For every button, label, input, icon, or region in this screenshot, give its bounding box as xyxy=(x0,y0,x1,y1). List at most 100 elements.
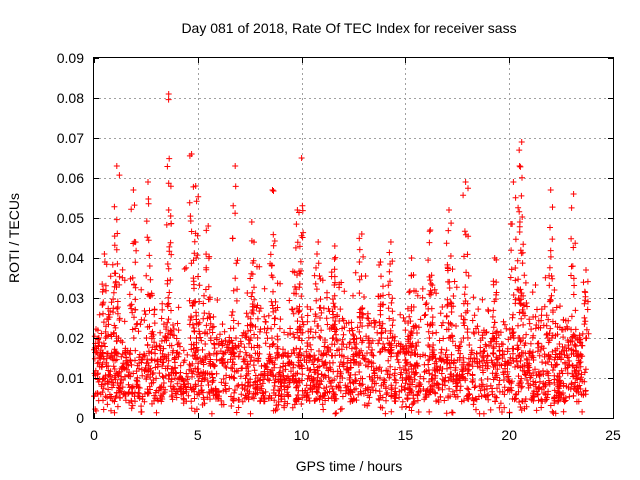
data-point xyxy=(546,264,553,271)
data-point xyxy=(282,377,289,384)
data-point xyxy=(254,334,261,341)
data-point xyxy=(387,363,394,370)
data-point xyxy=(375,395,382,402)
data-point xyxy=(153,342,160,349)
data-point xyxy=(94,360,101,367)
data-point xyxy=(185,392,192,399)
data-point xyxy=(441,377,448,384)
data-point xyxy=(314,251,320,257)
data-point xyxy=(143,272,150,279)
data-point xyxy=(577,363,584,370)
data-point xyxy=(326,360,333,366)
data-point xyxy=(422,301,429,308)
data-point xyxy=(210,323,217,330)
data-point xyxy=(105,386,112,393)
data-point xyxy=(166,155,173,162)
data-point xyxy=(313,313,319,320)
data-point xyxy=(514,346,521,353)
data-point xyxy=(560,334,567,341)
data-point xyxy=(477,387,484,394)
data-point xyxy=(261,368,268,375)
data-point xyxy=(125,389,132,396)
data-point xyxy=(144,356,151,363)
data-point xyxy=(274,280,281,287)
data-point xyxy=(548,335,555,341)
data-point xyxy=(145,196,152,202)
data-point xyxy=(317,335,324,341)
data-point xyxy=(353,335,360,342)
data-point xyxy=(425,257,432,264)
data-point xyxy=(147,276,154,283)
y-tick-label: 0.06 xyxy=(57,170,84,186)
data-point xyxy=(517,404,524,410)
data-point xyxy=(379,320,386,327)
data-point xyxy=(123,354,130,361)
data-point xyxy=(241,386,248,393)
data-point xyxy=(202,329,209,336)
data-point xyxy=(186,199,193,206)
data-point xyxy=(356,259,363,265)
data-point xyxy=(228,312,235,319)
data-point xyxy=(269,187,276,193)
data-point xyxy=(139,372,146,379)
data-point xyxy=(101,259,108,265)
data-point xyxy=(194,252,201,259)
data-point xyxy=(329,296,336,303)
data-point xyxy=(241,344,248,351)
data-point xyxy=(256,344,263,351)
data-point xyxy=(416,382,423,389)
data-point xyxy=(479,296,486,303)
data-point xyxy=(352,269,359,276)
data-point xyxy=(138,403,145,410)
data-point xyxy=(480,348,487,355)
data-point xyxy=(498,340,505,347)
x-tick-label: 15 xyxy=(398,427,414,443)
data-point xyxy=(538,312,545,319)
data-point xyxy=(95,359,102,366)
data-point xyxy=(378,382,385,389)
data-point xyxy=(132,239,139,246)
data-point xyxy=(165,96,172,103)
data-point xyxy=(166,342,173,349)
data-point xyxy=(196,328,203,335)
data-point xyxy=(136,385,143,391)
data-point xyxy=(116,317,123,323)
data-point xyxy=(521,312,528,319)
data-point xyxy=(243,352,250,358)
data-point xyxy=(510,179,517,185)
data-point xyxy=(353,345,360,352)
data-point xyxy=(377,375,383,381)
data-point xyxy=(489,330,496,337)
data-point xyxy=(292,283,298,290)
data-point xyxy=(264,372,271,379)
data-point xyxy=(460,192,467,199)
data-point xyxy=(102,335,109,341)
data-point xyxy=(94,390,101,396)
data-point xyxy=(547,224,553,231)
data-point xyxy=(460,320,467,326)
data-point xyxy=(433,290,440,297)
data-point xyxy=(181,357,188,364)
data-point xyxy=(304,343,311,350)
data-point xyxy=(114,310,121,317)
data-point xyxy=(112,376,119,383)
data-point xyxy=(183,386,190,393)
data-point xyxy=(388,299,395,306)
data-point xyxy=(250,362,257,369)
data-point xyxy=(570,291,577,298)
data-point xyxy=(399,377,406,384)
data-point xyxy=(306,375,313,382)
data-point xyxy=(232,163,239,169)
data-point xyxy=(261,313,268,320)
data-point xyxy=(549,318,556,325)
data-point xyxy=(122,393,129,399)
data-point xyxy=(581,369,588,376)
data-point xyxy=(234,383,241,390)
data-point xyxy=(108,407,114,414)
data-point xyxy=(523,300,530,306)
data-point xyxy=(484,365,491,372)
data-point xyxy=(233,297,240,304)
data-point xyxy=(203,227,210,234)
data-point xyxy=(332,254,339,261)
data-point xyxy=(514,257,521,264)
